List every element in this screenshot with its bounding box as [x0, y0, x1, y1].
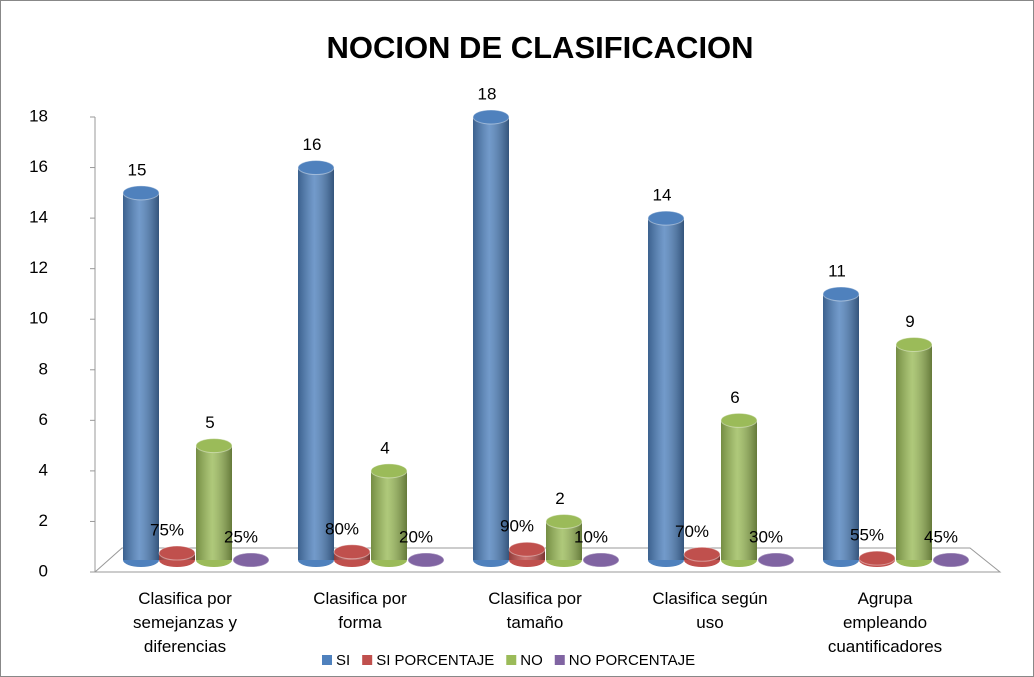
x-tick-label: Clasifica por tamaño	[488, 589, 582, 632]
bar	[333, 544, 371, 567]
bar-top	[297, 160, 335, 176]
bar-shade	[371, 470, 407, 560]
data-label: 55%	[850, 526, 884, 545]
bar	[122, 185, 160, 567]
bar-top	[858, 550, 896, 566]
bar	[647, 210, 685, 567]
bar-shade	[298, 167, 334, 561]
data-label: 14	[653, 186, 672, 205]
legend-label: SI PORCENTAJE	[376, 652, 494, 669]
legend-swatch	[506, 655, 517, 665]
data-label: 10%	[574, 527, 608, 546]
data-label: 16	[303, 135, 322, 154]
bar-top	[582, 552, 620, 568]
bar-shade	[473, 117, 509, 560]
bar	[472, 109, 510, 567]
bar	[407, 552, 445, 568]
y-tick-label: 2	[39, 511, 48, 530]
y-tick-label: 14	[29, 208, 48, 227]
legend-swatch	[322, 655, 332, 665]
legend-swatch	[554, 655, 565, 665]
data-label: 75%	[150, 521, 184, 540]
legend-label: NO	[520, 652, 543, 669]
bar-top	[683, 546, 721, 562]
data-label: 9	[905, 312, 914, 331]
bar	[720, 412, 758, 567]
bar-shade	[196, 445, 232, 560]
data-label: 20%	[399, 527, 433, 546]
data-label: 45%	[924, 527, 958, 546]
x-tick-label: Clasifica según uso	[652, 589, 767, 632]
data-label: 15	[128, 160, 147, 179]
chart-title: NOCION DE CLASIFICACION	[326, 30, 753, 65]
bar	[508, 541, 546, 567]
bar-top	[932, 552, 970, 568]
bar-top	[508, 541, 546, 557]
y-tick-label: 6	[39, 410, 48, 429]
bar	[158, 545, 196, 567]
bar-top	[195, 438, 233, 454]
bar-top	[158, 545, 196, 561]
bar-shade	[896, 344, 932, 560]
bar	[858, 550, 896, 567]
bar-top	[720, 412, 758, 428]
bar-top	[647, 210, 685, 226]
bar-top	[370, 463, 408, 479]
legend-label: SI	[336, 652, 350, 669]
bar-top	[822, 286, 860, 302]
data-label: 90%	[500, 517, 534, 536]
bar-top	[232, 552, 270, 568]
bar-shade	[721, 420, 757, 560]
data-label: 25%	[224, 527, 258, 546]
bar	[545, 513, 583, 567]
bar-shade	[648, 218, 684, 560]
bar-shade	[823, 293, 859, 560]
data-label: 6	[730, 388, 739, 407]
bar-top	[757, 552, 795, 568]
bar	[932, 552, 970, 568]
data-label: 2	[555, 489, 564, 508]
bar-top	[407, 552, 445, 568]
bar	[582, 552, 620, 568]
data-label: 5	[205, 413, 214, 432]
y-tick-label: 8	[39, 359, 48, 378]
y-tick-label: 18	[29, 106, 48, 125]
data-label: 70%	[675, 522, 709, 541]
data-label: 18	[478, 84, 497, 103]
bar-top	[895, 337, 933, 352]
bar	[822, 286, 860, 567]
bar	[370, 463, 408, 567]
bar	[297, 160, 335, 567]
bar-shade	[123, 192, 159, 561]
data-label: 4	[380, 438, 389, 457]
bar-top	[472, 109, 510, 125]
y-tick-label: 4	[39, 460, 48, 479]
bar-top	[545, 513, 583, 529]
bar	[895, 337, 933, 567]
bar-top	[333, 544, 371, 560]
x-tick-label: Agrupa empleando cuantificadores	[828, 589, 942, 656]
y-tick-label: 0	[39, 561, 48, 580]
bar-top	[122, 185, 160, 201]
x-tick-label: Clasifica por semejanzas y diferencias	[133, 589, 237, 656]
bar	[232, 552, 270, 568]
x-tick-label: Clasifica por forma	[313, 589, 407, 632]
bar	[195, 438, 233, 567]
y-tick-label: 10	[29, 309, 48, 328]
bar	[757, 552, 795, 568]
data-label: 11	[828, 261, 846, 280]
y-tick-label: 12	[29, 258, 48, 277]
data-label: 30%	[749, 527, 783, 546]
legend-label: NO PORCENTAJE	[569, 652, 695, 669]
bar	[683, 546, 721, 567]
y-tick-label: 16	[29, 157, 48, 176]
data-label: 80%	[325, 519, 359, 538]
legend-swatch	[362, 655, 373, 665]
